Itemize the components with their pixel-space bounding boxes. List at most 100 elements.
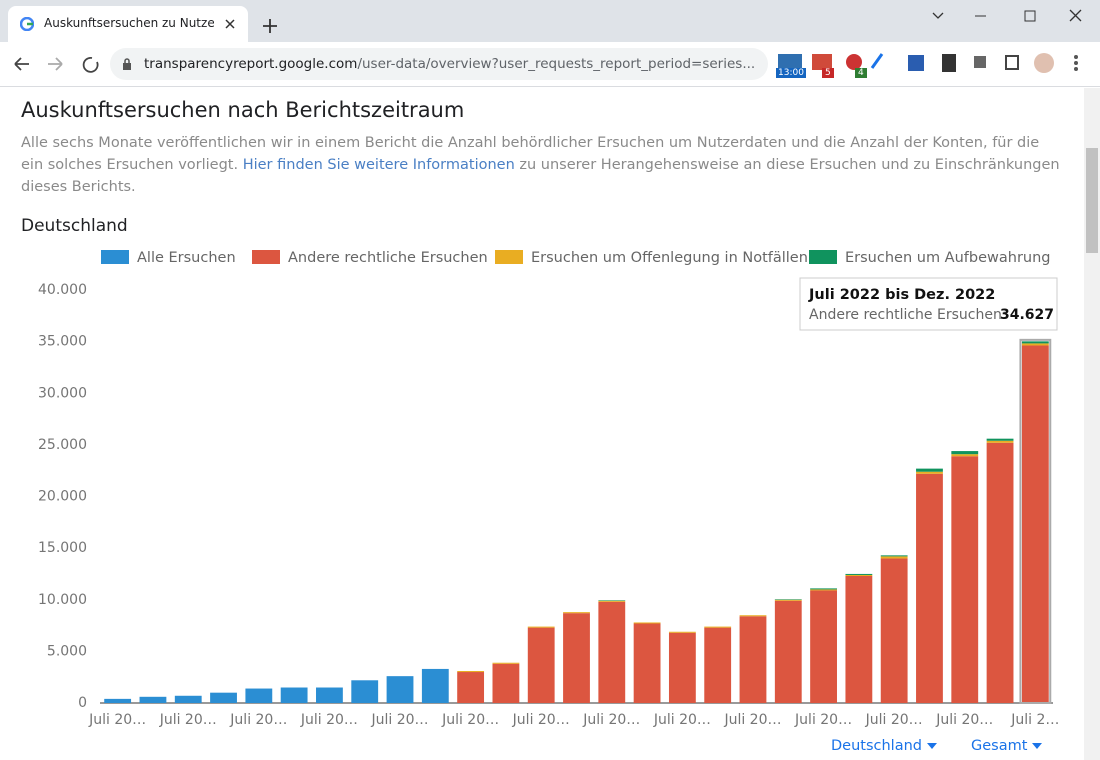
bar-segment: [916, 471, 943, 474]
tooltip-box: [799, 277, 1058, 331]
heading: Auskunftsersuchen nach Berichtszeitraum: [21, 98, 465, 122]
url: transparencyreport.google.com/user-data/…: [144, 56, 755, 72]
badge: 5: [822, 68, 834, 78]
bar-segment: [774, 599, 802, 601]
bar-segment: [774, 599, 802, 600]
bar-segment: [563, 613, 590, 703]
y-tick-label: 30.000: [38, 385, 87, 401]
legend-label: Ersuchen um Offenlegung in Notfällen: [531, 250, 808, 266]
tooltip-value: 34.627: [1000, 307, 1054, 323]
bar-segment: [951, 451, 979, 455]
bar-segment: [1021, 341, 1049, 344]
bar-segment: [139, 696, 167, 703]
bar-segment: [880, 556, 908, 559]
x-tick-label: Juli 20…: [794, 712, 852, 728]
badge: 4: [855, 68, 867, 78]
new-tab[interactable]: [262, 18, 278, 34]
bar-segment: [563, 612, 590, 614]
x-tick-label: Juli 20…: [935, 712, 993, 728]
bar-segment: [880, 555, 908, 557]
bar-segment: [810, 589, 837, 591]
tab-title: Auskunftsersuchen zu Nutzerdat: [44, 16, 214, 30]
bar-segment: [210, 692, 237, 703]
bar-segment: [351, 680, 379, 703]
caret: [1032, 743, 1043, 749]
bar-segment: [845, 576, 873, 703]
bar-segment: [598, 600, 626, 602]
bar-segment: [527, 627, 555, 703]
dropdown-label: Gesamt: [971, 738, 1028, 754]
dropdown[interactable]: Gesamt: [971, 738, 1043, 754]
bar-segment: [668, 631, 696, 633]
x-tick-label: Juli 2…: [1010, 712, 1059, 728]
bar-segment: [916, 468, 943, 472]
dropdown-label: Deutschland: [831, 738, 922, 754]
bar-segment: [598, 601, 626, 703]
bar-segment: [739, 615, 767, 617]
bar-segment: [104, 698, 132, 703]
x-tick-label: Juli 20…: [723, 712, 781, 728]
y-tick-label: 0: [78, 695, 87, 711]
tooltip-label: Andere rechtliche Ersuchen:: [809, 307, 1007, 323]
bar-segment: [951, 454, 979, 457]
text: zu unserer Herangehensweise an diese Ers…: [21, 157, 1060, 195]
scroll-thumb[interactable]: [1086, 148, 1098, 253]
tab-strip: Auskunftsersuchen zu Nutzerdat: [0, 0, 1100, 42]
x-tick-label: Juli 20…: [88, 712, 146, 728]
bar-segment: [845, 573, 873, 575]
legend-swatch: [809, 250, 837, 264]
y-tick-label: 5.000: [47, 643, 87, 659]
tab[interactable]: Auskunftsersuchen zu Nutzerdat: [8, 6, 248, 42]
y-tick-label: 25.000: [38, 437, 87, 453]
x-tick-label: Juli 20…: [159, 712, 217, 728]
x-tick-label: Juli 20…: [512, 712, 570, 728]
bar-segment: [739, 616, 767, 703]
extensions[interactable]: [774, 50, 1090, 80]
y-tick-label: 10.000: [38, 592, 87, 608]
x-tick-label: Juli 20…: [441, 712, 499, 728]
y-tick-label: 15.000: [38, 540, 87, 556]
bar-segment: [492, 663, 520, 703]
tooltip-title: Juli 2022 bis Dez. 2022: [808, 287, 995, 303]
nav-buttons[interactable]: [12, 54, 102, 74]
tab-close[interactable]: [224, 18, 236, 30]
bar-segment: [704, 626, 732, 628]
x-tick-label: Juli 20…: [229, 712, 287, 728]
scrollbar[interactable]: [1084, 88, 1100, 760]
link[interactable]: Hier finden Sie weitere Informationen: [242, 157, 515, 173]
y-tick-label: 35.000: [38, 334, 87, 350]
description: Alle sechs Monate veröffentlichen wir in…: [21, 132, 1061, 198]
toolbar: transparencyreport.google.com/user-data/…: [0, 42, 1100, 87]
omnibox[interactable]: transparencyreport.google.com/user-data/…: [110, 48, 768, 80]
bar-segment: [774, 600, 802, 703]
bar-segment: [633, 623, 661, 703]
legend-swatch: [101, 250, 129, 264]
bar-segment: [810, 590, 837, 703]
x-tick-label: Juli 20…: [653, 712, 711, 728]
caret: [926, 743, 937, 749]
bar-highlight: [1019, 338, 1052, 704]
bar-segment: [457, 672, 485, 703]
page-content: Auskunftsersuchen nach Berichtszeitraum …: [0, 88, 1084, 760]
dropdown[interactable]: Deutschland: [831, 738, 937, 754]
x-tick-label: Juli 20…: [582, 712, 640, 728]
legend-label: Alle Ersuchen: [137, 250, 236, 266]
bar-segment: [174, 695, 202, 703]
bar-segment: [421, 668, 449, 703]
favicon: [20, 17, 34, 31]
chart-title: Deutschland: [21, 216, 128, 236]
window-controls[interactable]: [930, 8, 1090, 24]
y-tick-label: 20.000: [38, 489, 87, 505]
url-path: /user-data/overview?user_requests_report…: [357, 56, 756, 72]
legend-label: Ersuchen um Aufbewahrung: [845, 250, 1051, 266]
bar-segment: [845, 574, 873, 577]
bar-segment: [386, 676, 414, 703]
bar-segment: [916, 473, 943, 703]
legend-swatch: [252, 250, 280, 264]
x-tick-label: Juli 20…: [300, 712, 358, 728]
tooltip: Juli 2022 bis Dez. 2022 Andere rechtliche…: [799, 277, 1058, 331]
bar-segment: [951, 456, 979, 703]
bar-segment: [492, 662, 520, 664]
